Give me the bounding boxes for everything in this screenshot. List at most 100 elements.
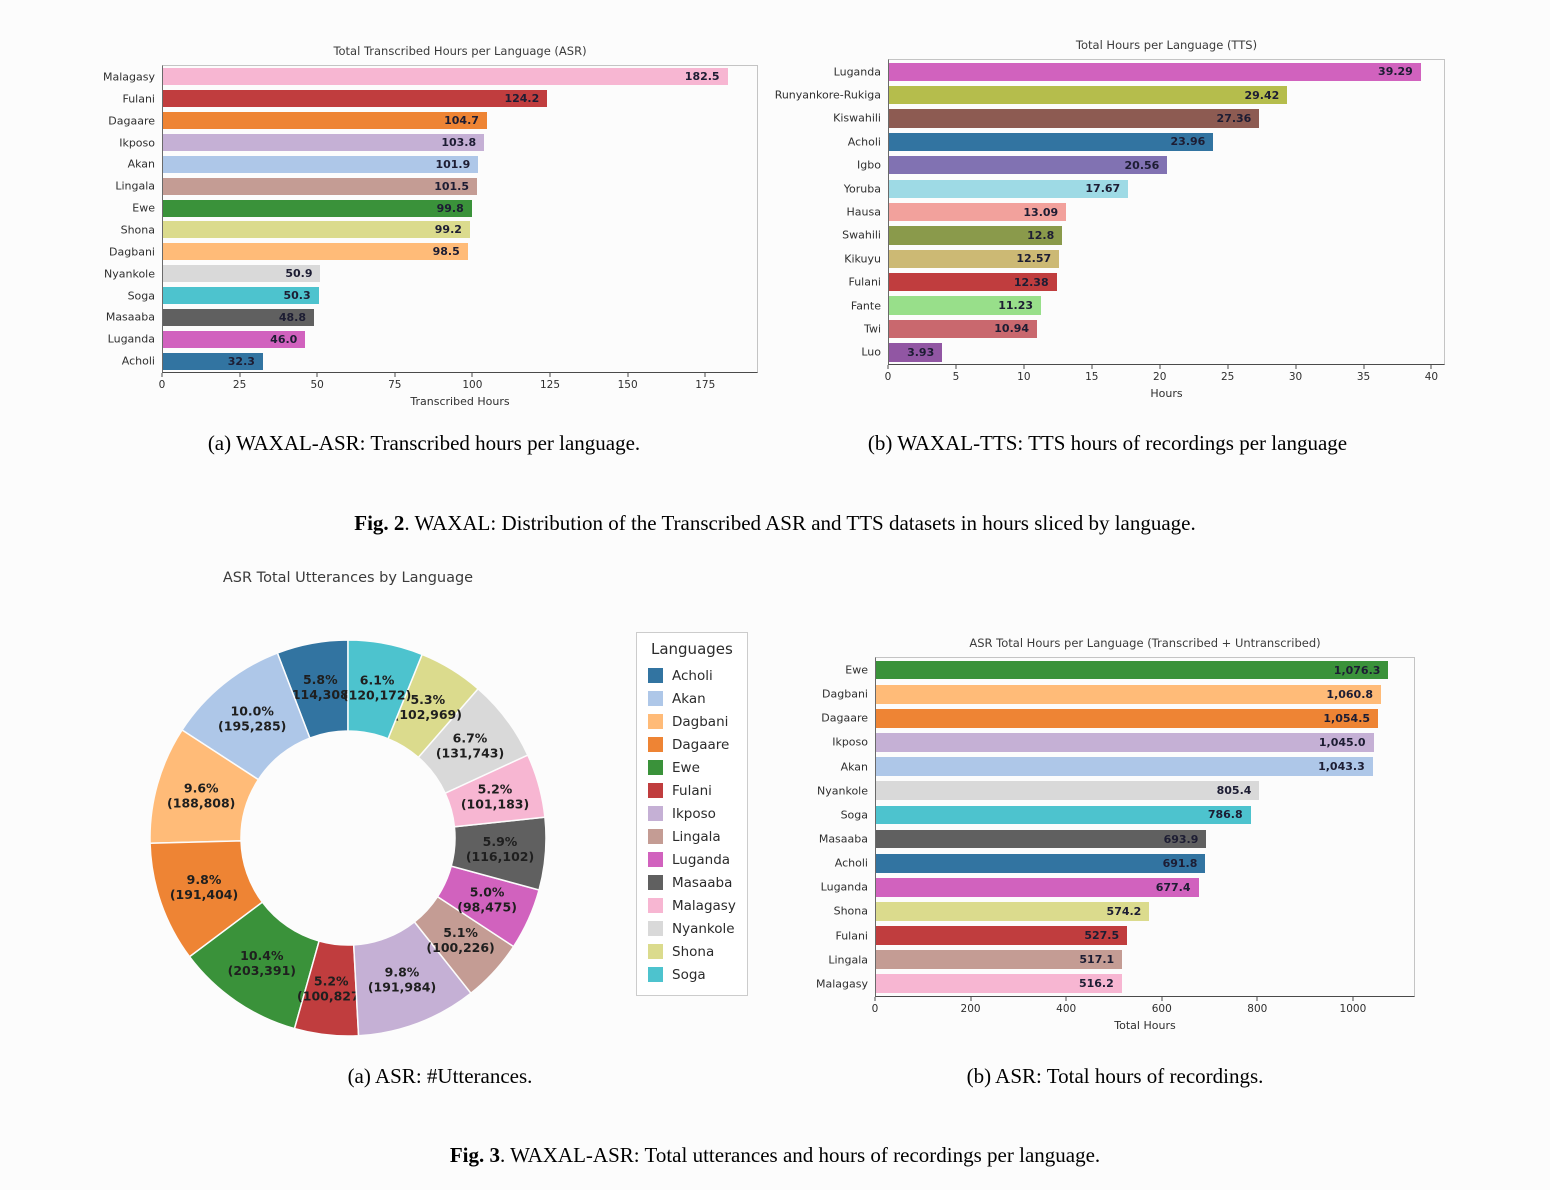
bar-soga: 786.8	[876, 805, 1251, 825]
bar-row-dagbani: Dagbani 1,060.8	[822, 682, 1414, 706]
y-tick-label: Luo	[861, 345, 881, 359]
bar-shona: 99.2	[163, 221, 470, 239]
bar-dagbani: 1,060.8	[876, 684, 1382, 704]
bar-value-label: 517.1	[1079, 953, 1115, 967]
bar-acholi: 23.96	[889, 132, 1214, 151]
bar-value-label: 12.8	[1027, 228, 1055, 242]
x-tick-label: 50	[310, 379, 324, 391]
legend-color-swatch	[648, 829, 663, 844]
donut-slice-soga	[347, 639, 424, 740]
bar-dagaare: 104.7	[163, 112, 487, 130]
x-tick-label: 400	[1056, 1003, 1077, 1015]
x-tick-mark	[161, 373, 163, 377]
legend-color-swatch	[648, 921, 663, 936]
bar-masaaba: 693.9	[876, 829, 1207, 849]
bar-row-soga: Soga 50.3	[128, 285, 757, 307]
legend-item-label: Nyankole	[672, 920, 735, 937]
bar-hausa: 13.09	[889, 202, 1067, 222]
y-tick-label: Lingala	[115, 179, 155, 193]
bar-luganda: 677.4	[876, 877, 1199, 897]
bar-ikposo: 103.8	[163, 133, 485, 152]
x-tick-mark	[955, 365, 957, 369]
slice-label-malagasy: 5.2% (101,183)	[461, 782, 529, 812]
bar-runyankore-rukiga: 29.42	[889, 85, 1288, 105]
bar-acholi: 691.8	[876, 853, 1206, 873]
bar-value-label: 1,043.3	[1318, 760, 1365, 774]
y-tick-label: Ikposo	[832, 735, 868, 749]
x-tick-mark	[239, 373, 241, 377]
bar-dagbani: 98.5	[163, 243, 468, 261]
bar-row-acholi: Acholi 691.8	[835, 851, 1414, 875]
bar-value-label: 124.2	[504, 92, 540, 106]
asr-hours-x-axis: 0 25 50 75 100 125 150 175	[158, 373, 758, 393]
y-tick-label: Dagbani	[109, 245, 155, 259]
x-tick-mark	[316, 373, 318, 377]
bar-malagasy: 516.2	[876, 974, 1122, 994]
bar-value-label: 20.56	[1124, 158, 1160, 172]
y-tick-label: Masaaba	[818, 832, 868, 846]
fig3-caption: Fig. 3. WAXAL-ASR: Total utterances and …	[0, 1143, 1550, 1168]
x-tick-label: 150	[617, 379, 638, 391]
bar-value-label: 11.23	[998, 299, 1033, 313]
x-axis-label: Transcribed Hours	[410, 395, 510, 408]
legend-title: Languages	[650, 640, 733, 658]
bar-value-label: 104.7	[444, 114, 479, 128]
x-tick-label: 0	[158, 379, 166, 391]
bar-fulani: 12.38	[889, 273, 1057, 292]
legend-item-akan: Akan	[648, 687, 736, 710]
x-tick-mark	[1430, 365, 1432, 369]
bar-row-luo: Luo 3.93	[861, 341, 1444, 364]
bar-malagasy: 182.5	[163, 68, 728, 86]
bar-row-lingala: Lingala 517.1	[828, 948, 1414, 972]
bar-masaaba: 48.8	[163, 308, 314, 326]
bar-soga: 50.3	[163, 287, 319, 305]
tts-hours-plot-area: Luganda 39.29 Runyankore-Rukiga 29.42 Kiswah…	[775, 59, 1445, 365]
bar-value-label: 691.8	[1162, 856, 1198, 870]
legend-item-soga: Soga	[648, 963, 736, 986]
asr-total-hours-x-axis: 0 200 400 600 800 1000	[872, 997, 1415, 1017]
legend-color-swatch	[648, 691, 663, 706]
x-tick-label: 75	[388, 379, 402, 391]
y-tick-label: Swahili	[842, 228, 881, 242]
bar-row-runyankore-rukiga: Runyankore-Rukiga 29.42	[775, 83, 1444, 106]
legend-color-swatch	[648, 714, 663, 729]
bar-ikposo: 1,045.0	[876, 733, 1374, 752]
x-tick-mark	[1363, 365, 1364, 369]
x-tick-label: 1000	[1339, 1003, 1367, 1015]
fig3a-subcaption: (a) ASR: #Utterances.	[347, 1064, 533, 1088]
fig2b-subcaption: (b) WAXAL-TTS: TTS hours of recordings p…	[867, 431, 1348, 455]
bar-row-swahili: Swahili 12.8	[842, 224, 1444, 247]
bar-row-acholi: Acholi 32.3	[122, 350, 757, 372]
legend-item-dagbani: Dagbani	[648, 710, 736, 733]
x-tick-label: 10	[1017, 371, 1031, 383]
donut-chart-title: ASR Total Utterances by Language	[222, 570, 474, 586]
bar-row-ikposo: Ikposo 103.8	[119, 132, 757, 154]
bar-value-label: 23.96	[1170, 135, 1206, 149]
bar-row-twi: Twi 10.94	[864, 317, 1444, 340]
legend-color-swatch	[648, 875, 663, 890]
legend-item-ikposo: Ikposo	[648, 802, 736, 825]
bar-value-label: 1,076.3	[1333, 663, 1381, 677]
slice-label-lingala: 5.1% (100,226)	[426, 925, 494, 955]
bar-value-label: 12.38	[1013, 275, 1049, 289]
bar-fulani: 527.5	[876, 926, 1128, 946]
slice-label-luganda: 5.0% (98,475)	[457, 885, 517, 915]
x-tick-mark	[704, 373, 706, 377]
y-tick-label: Yoruba	[843, 182, 881, 196]
legend-item-label: Dagbani	[672, 713, 729, 730]
legend-color-swatch	[648, 760, 663, 775]
legend-color-swatch	[648, 967, 663, 982]
y-tick-label: Hausa	[846, 205, 881, 219]
y-tick-label: Acholi	[847, 135, 881, 149]
bar-row-malagasy: Malagasy 182.5	[103, 66, 757, 88]
bar-acholi: 32.3	[163, 352, 263, 370]
bar-row-shona: Shona 99.2	[121, 219, 757, 241]
tts-hours-x-axis: 0 5 10 15 20 25 30 35 40	[885, 365, 1445, 385]
bar-row-shona: Shona 574.2	[834, 899, 1414, 923]
bar-nyankole: 50.9	[163, 265, 321, 283]
bar-row-acholi: Acholi 23.96	[848, 130, 1444, 153]
bar-value-label: 1,060.8	[1326, 687, 1374, 701]
x-tick-mark	[874, 997, 876, 1001]
bar-lingala: 517.1	[876, 950, 1123, 970]
x-tick-label: 30	[1288, 371, 1303, 383]
